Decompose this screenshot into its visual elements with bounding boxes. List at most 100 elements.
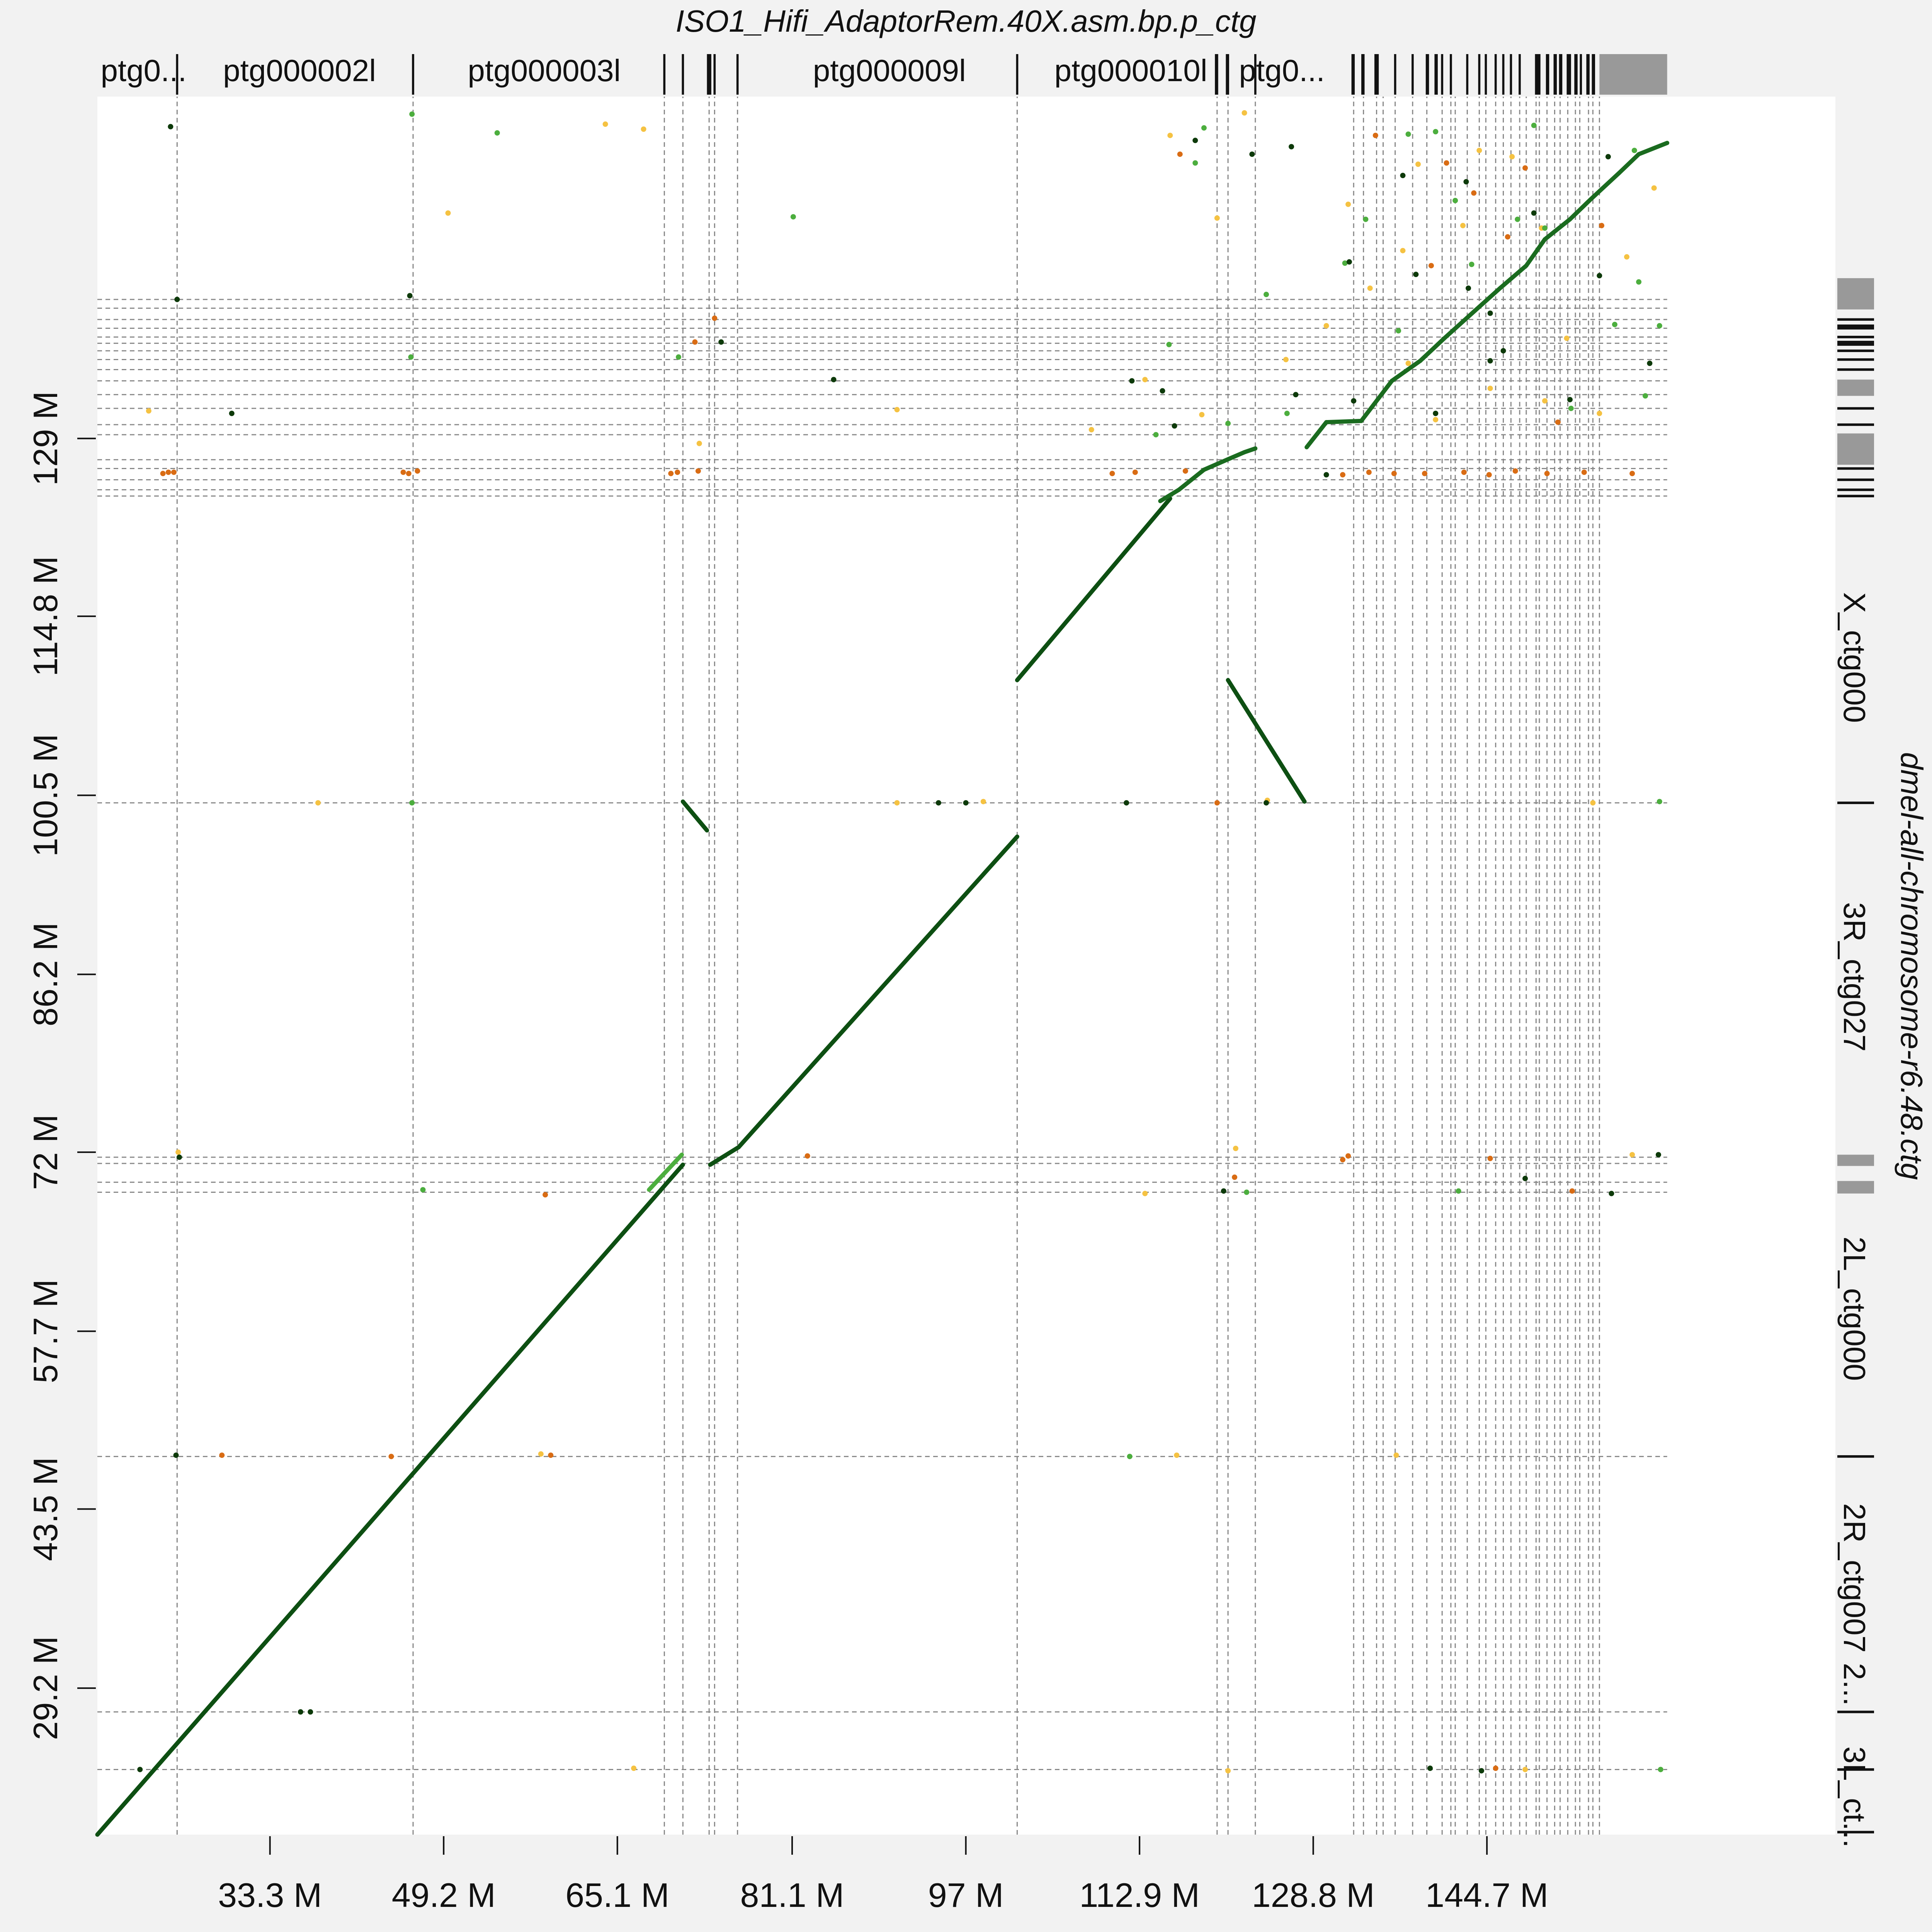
alignment-segment: [1158, 488, 1181, 503]
y-contig-bar: [1837, 478, 1874, 481]
y-tick-label: 86.2 M: [26, 922, 65, 1026]
alignment-point: [1366, 469, 1372, 475]
alignment-point: [1393, 1452, 1399, 1458]
alignment-segment: [1442, 308, 1477, 340]
alignment-point: [1612, 321, 1617, 327]
alignment-point: [1232, 1174, 1238, 1180]
alignment-point: [1433, 129, 1439, 134]
alignment-point: [1214, 800, 1220, 806]
x-contig-bar: [412, 54, 414, 95]
x-contig-bar: [1586, 54, 1590, 95]
alignment-point: [165, 469, 171, 475]
y-contig-label: 2L_ctg000: [1837, 1236, 1872, 1381]
alignment-point: [1293, 392, 1299, 398]
x-contig-bar: [176, 54, 179, 95]
alignment-segment: [680, 799, 709, 833]
y-contig-bar: [1837, 1155, 1874, 1166]
alignment-point: [831, 377, 837, 383]
x-contig-bar: [1394, 54, 1396, 95]
alignment-point: [1264, 800, 1269, 806]
y-tick-label: 129 M: [26, 391, 65, 486]
y-tick-label: 72 M: [26, 1114, 65, 1190]
alignment-segment: [95, 1162, 685, 1837]
alignment-point: [406, 471, 412, 476]
x-contig-bar: [1215, 54, 1218, 95]
x-contig-bar: [1351, 54, 1355, 95]
alignment-point: [420, 1187, 426, 1193]
alignment-point: [408, 354, 414, 360]
x-contig-bar: [1494, 54, 1497, 95]
x-contig-bar: [1599, 54, 1667, 95]
alignment-point: [1515, 216, 1520, 222]
y-contig-bar: [1837, 335, 1874, 338]
alignment-segment: [1359, 379, 1394, 423]
alignment-point: [1597, 273, 1602, 279]
y-contig-bar: [1837, 407, 1874, 410]
contig-bars: [176, 54, 1874, 1833]
alignment-point: [1242, 110, 1247, 116]
alignment-point: [631, 1765, 637, 1771]
y-contig-bar: [1837, 1455, 1874, 1458]
alignment-point: [1531, 122, 1537, 128]
x-contig-bar: [1412, 54, 1414, 95]
alignment-point: [1351, 398, 1357, 404]
alignment-point: [1522, 165, 1528, 171]
y-contig-bar: [1837, 358, 1874, 361]
alignment-point: [137, 1767, 143, 1772]
alignment-point: [1413, 272, 1419, 277]
alignment-point: [1192, 160, 1198, 166]
y-contig-bar: [1837, 278, 1874, 310]
alignment-point: [1463, 179, 1469, 185]
alignment-point: [675, 469, 680, 475]
alignment-point: [1109, 471, 1115, 476]
y-contig-label: 3R_ctg027: [1837, 902, 1872, 1052]
alignment-point: [1643, 393, 1648, 399]
alignment-point: [1340, 472, 1345, 478]
alignment-point: [1244, 1189, 1250, 1195]
alignment-point: [1456, 1188, 1461, 1194]
alignment-point: [146, 408, 151, 414]
x-contig-bar: [663, 54, 666, 95]
alignment-point: [1249, 151, 1255, 157]
x-contig-bar: [713, 54, 716, 95]
alignment-point: [894, 407, 900, 413]
alignment-point: [1225, 1768, 1231, 1774]
x-contig-bar: [1592, 54, 1595, 95]
alignment-point: [1177, 151, 1183, 157]
y-contig-bar: [1837, 467, 1874, 470]
alignment-point: [1569, 1188, 1575, 1194]
y-tick-label: 29.2 M: [26, 1636, 65, 1740]
y-tick-label: 43.5 M: [26, 1457, 65, 1561]
y-contig-bar: [1837, 423, 1874, 426]
alignment-segment: [1617, 152, 1641, 175]
y-contig-bar: [1837, 433, 1874, 465]
y-contig-bar: [1837, 495, 1874, 498]
alignment-point: [1225, 420, 1231, 426]
alignment-point: [1629, 471, 1635, 476]
alignment-point: [1471, 190, 1477, 196]
alignment-point: [494, 130, 500, 136]
alignment-point: [1182, 468, 1188, 474]
x-contig-bar: [1254, 54, 1257, 95]
alignment-segment: [1324, 418, 1364, 425]
alignment-segment: [1015, 496, 1172, 682]
x-contig-bar: [1374, 54, 1379, 95]
x-axis: 33.3 M 49.2 M 65.1 M 81.1 M 97 M 112.9 M 128.8…: [218, 1836, 1548, 1914]
alignment-segment: [647, 1152, 684, 1192]
alignment-points: [137, 110, 1663, 1774]
x-contig-label: ptg000003l: [468, 53, 621, 88]
alignment-point: [1629, 1152, 1635, 1158]
alignment-point: [1400, 248, 1406, 253]
alignment-point: [543, 1192, 548, 1198]
alignment-point: [1479, 1768, 1485, 1774]
alignment-point: [1201, 125, 1207, 131]
alignment-point: [1581, 469, 1587, 475]
alignment-point: [1636, 279, 1642, 285]
x-contig-bar: [1502, 54, 1505, 95]
alignment-point: [894, 800, 900, 806]
alignment-point: [1444, 160, 1449, 166]
alignment-point: [1345, 1153, 1351, 1159]
y-contig-bar: [1837, 368, 1874, 371]
alignment-point: [935, 800, 941, 806]
alignment-segment: [1177, 468, 1206, 492]
